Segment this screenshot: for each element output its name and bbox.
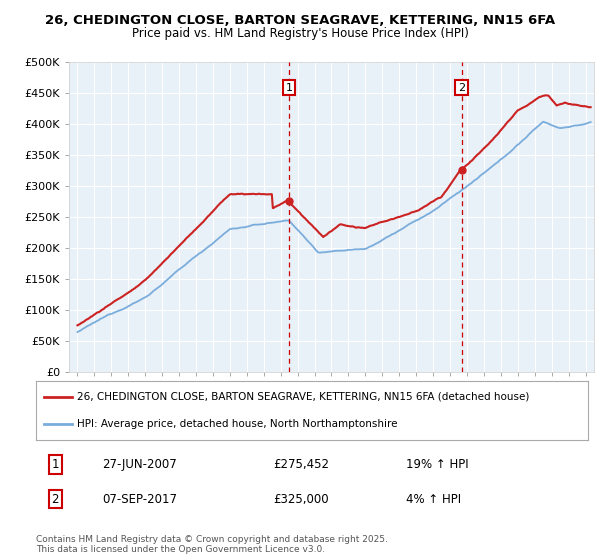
Text: 2: 2 <box>458 83 465 93</box>
Text: 19% ↑ HPI: 19% ↑ HPI <box>406 458 469 471</box>
Text: 26, CHEDINGTON CLOSE, BARTON SEAGRAVE, KETTERING, NN15 6FA: 26, CHEDINGTON CLOSE, BARTON SEAGRAVE, K… <box>45 14 555 27</box>
Text: 2: 2 <box>52 492 59 506</box>
Text: £325,000: £325,000 <box>274 492 329 506</box>
Text: 4% ↑ HPI: 4% ↑ HPI <box>406 492 461 506</box>
Text: 26, CHEDINGTON CLOSE, BARTON SEAGRAVE, KETTERING, NN15 6FA (detached house): 26, CHEDINGTON CLOSE, BARTON SEAGRAVE, K… <box>77 391 530 402</box>
Text: 07-SEP-2017: 07-SEP-2017 <box>102 492 177 506</box>
Text: HPI: Average price, detached house, North Northamptonshire: HPI: Average price, detached house, Nort… <box>77 419 398 429</box>
Text: Price paid vs. HM Land Registry's House Price Index (HPI): Price paid vs. HM Land Registry's House … <box>131 27 469 40</box>
Text: 27-JUN-2007: 27-JUN-2007 <box>102 458 177 471</box>
Text: Contains HM Land Registry data © Crown copyright and database right 2025.
This d: Contains HM Land Registry data © Crown c… <box>36 535 388 554</box>
Text: 1: 1 <box>286 83 292 93</box>
Text: 1: 1 <box>52 458 59 471</box>
Text: £275,452: £275,452 <box>274 458 329 471</box>
